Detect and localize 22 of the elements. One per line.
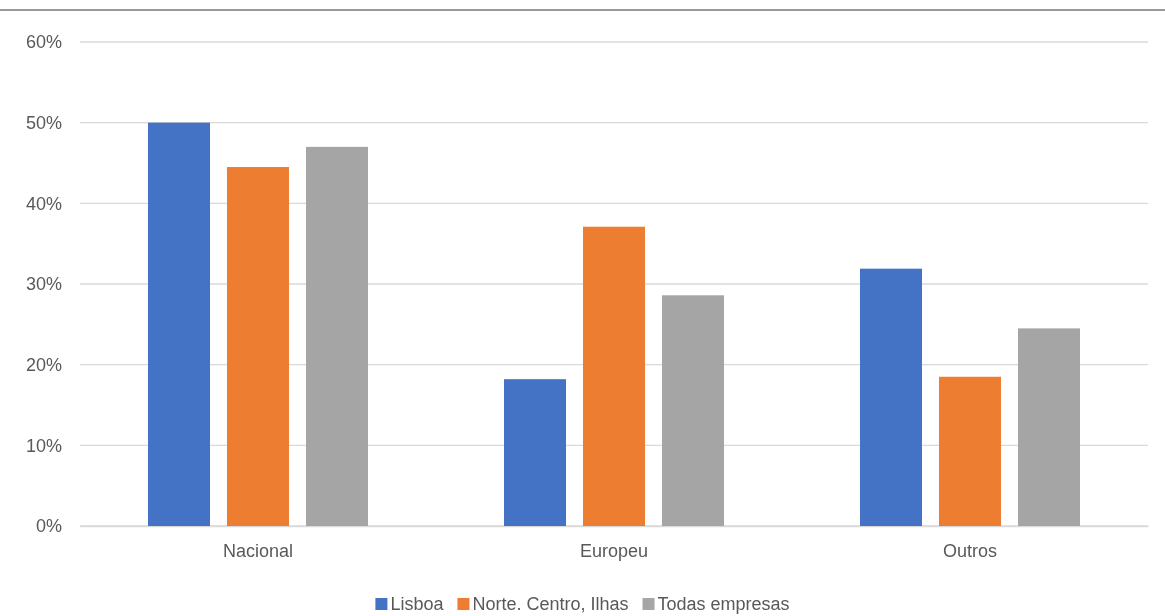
bar <box>306 146 368 526</box>
bar <box>504 379 566 526</box>
bar <box>939 376 1001 526</box>
x-tick-label: Outros <box>942 540 998 561</box>
y-tick-label: 40% <box>25 193 62 214</box>
x-tick-label: Europeu <box>579 540 649 561</box>
y-tick-label: 50% <box>25 112 62 133</box>
y-tick-label: 10% <box>25 435 62 456</box>
legend-label: Norte. Centro, Ilhas <box>472 594 629 614</box>
bar <box>148 122 210 526</box>
y-tick-label: 30% <box>25 274 62 295</box>
bar <box>860 268 922 526</box>
y-tick-label: 0% <box>35 516 62 537</box>
bar <box>1018 328 1080 526</box>
bar <box>227 167 289 526</box>
legend-label: Todas empresas <box>657 594 790 614</box>
y-tick-label: 20% <box>25 354 62 375</box>
bar <box>583 226 645 526</box>
y-tick-label: 60% <box>25 32 62 53</box>
bar <box>662 295 724 526</box>
legend-label: Lisboa <box>390 594 445 614</box>
x-tick-label: Nacional <box>222 540 294 561</box>
